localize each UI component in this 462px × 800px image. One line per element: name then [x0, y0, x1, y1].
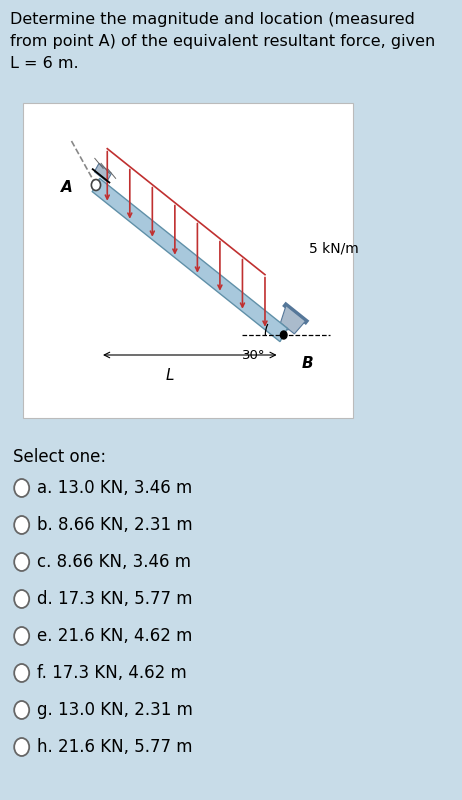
Circle shape [14, 479, 29, 497]
Circle shape [14, 553, 29, 571]
Circle shape [280, 331, 287, 339]
Text: c. 8.66 KN, 3.46 m: c. 8.66 KN, 3.46 m [36, 553, 191, 571]
Text: 5 kN/m: 5 kN/m [309, 241, 359, 255]
FancyBboxPatch shape [24, 103, 353, 418]
Circle shape [91, 179, 101, 190]
Text: L: L [165, 368, 174, 383]
Text: d. 17.3 KN, 5.77 m: d. 17.3 KN, 5.77 m [36, 590, 192, 608]
Text: a. 13.0 KN, 3.46 m: a. 13.0 KN, 3.46 m [36, 479, 192, 497]
Circle shape [14, 627, 29, 645]
Circle shape [14, 590, 29, 608]
Text: Determine the magnitude and location (measured
from point A) of the equivalent r: Determine the magnitude and location (me… [10, 12, 435, 71]
Polygon shape [280, 306, 305, 334]
Text: e. 21.6 KN, 4.62 m: e. 21.6 KN, 4.62 m [36, 627, 192, 645]
Text: h. 21.6 KN, 5.77 m: h. 21.6 KN, 5.77 m [36, 738, 192, 756]
Polygon shape [94, 163, 111, 182]
Circle shape [14, 738, 29, 756]
Text: f. 17.3 KN, 4.62 m: f. 17.3 KN, 4.62 m [36, 664, 187, 682]
Polygon shape [92, 178, 287, 342]
Text: Select one:: Select one: [13, 448, 106, 466]
Text: A: A [61, 179, 73, 194]
Circle shape [14, 664, 29, 682]
Circle shape [14, 516, 29, 534]
Text: b. 8.66 KN, 2.31 m: b. 8.66 KN, 2.31 m [36, 516, 192, 534]
Text: B: B [302, 355, 314, 370]
Circle shape [14, 701, 29, 719]
Text: g. 13.0 KN, 2.31 m: g. 13.0 KN, 2.31 m [36, 701, 193, 719]
Text: 30°: 30° [242, 349, 265, 362]
